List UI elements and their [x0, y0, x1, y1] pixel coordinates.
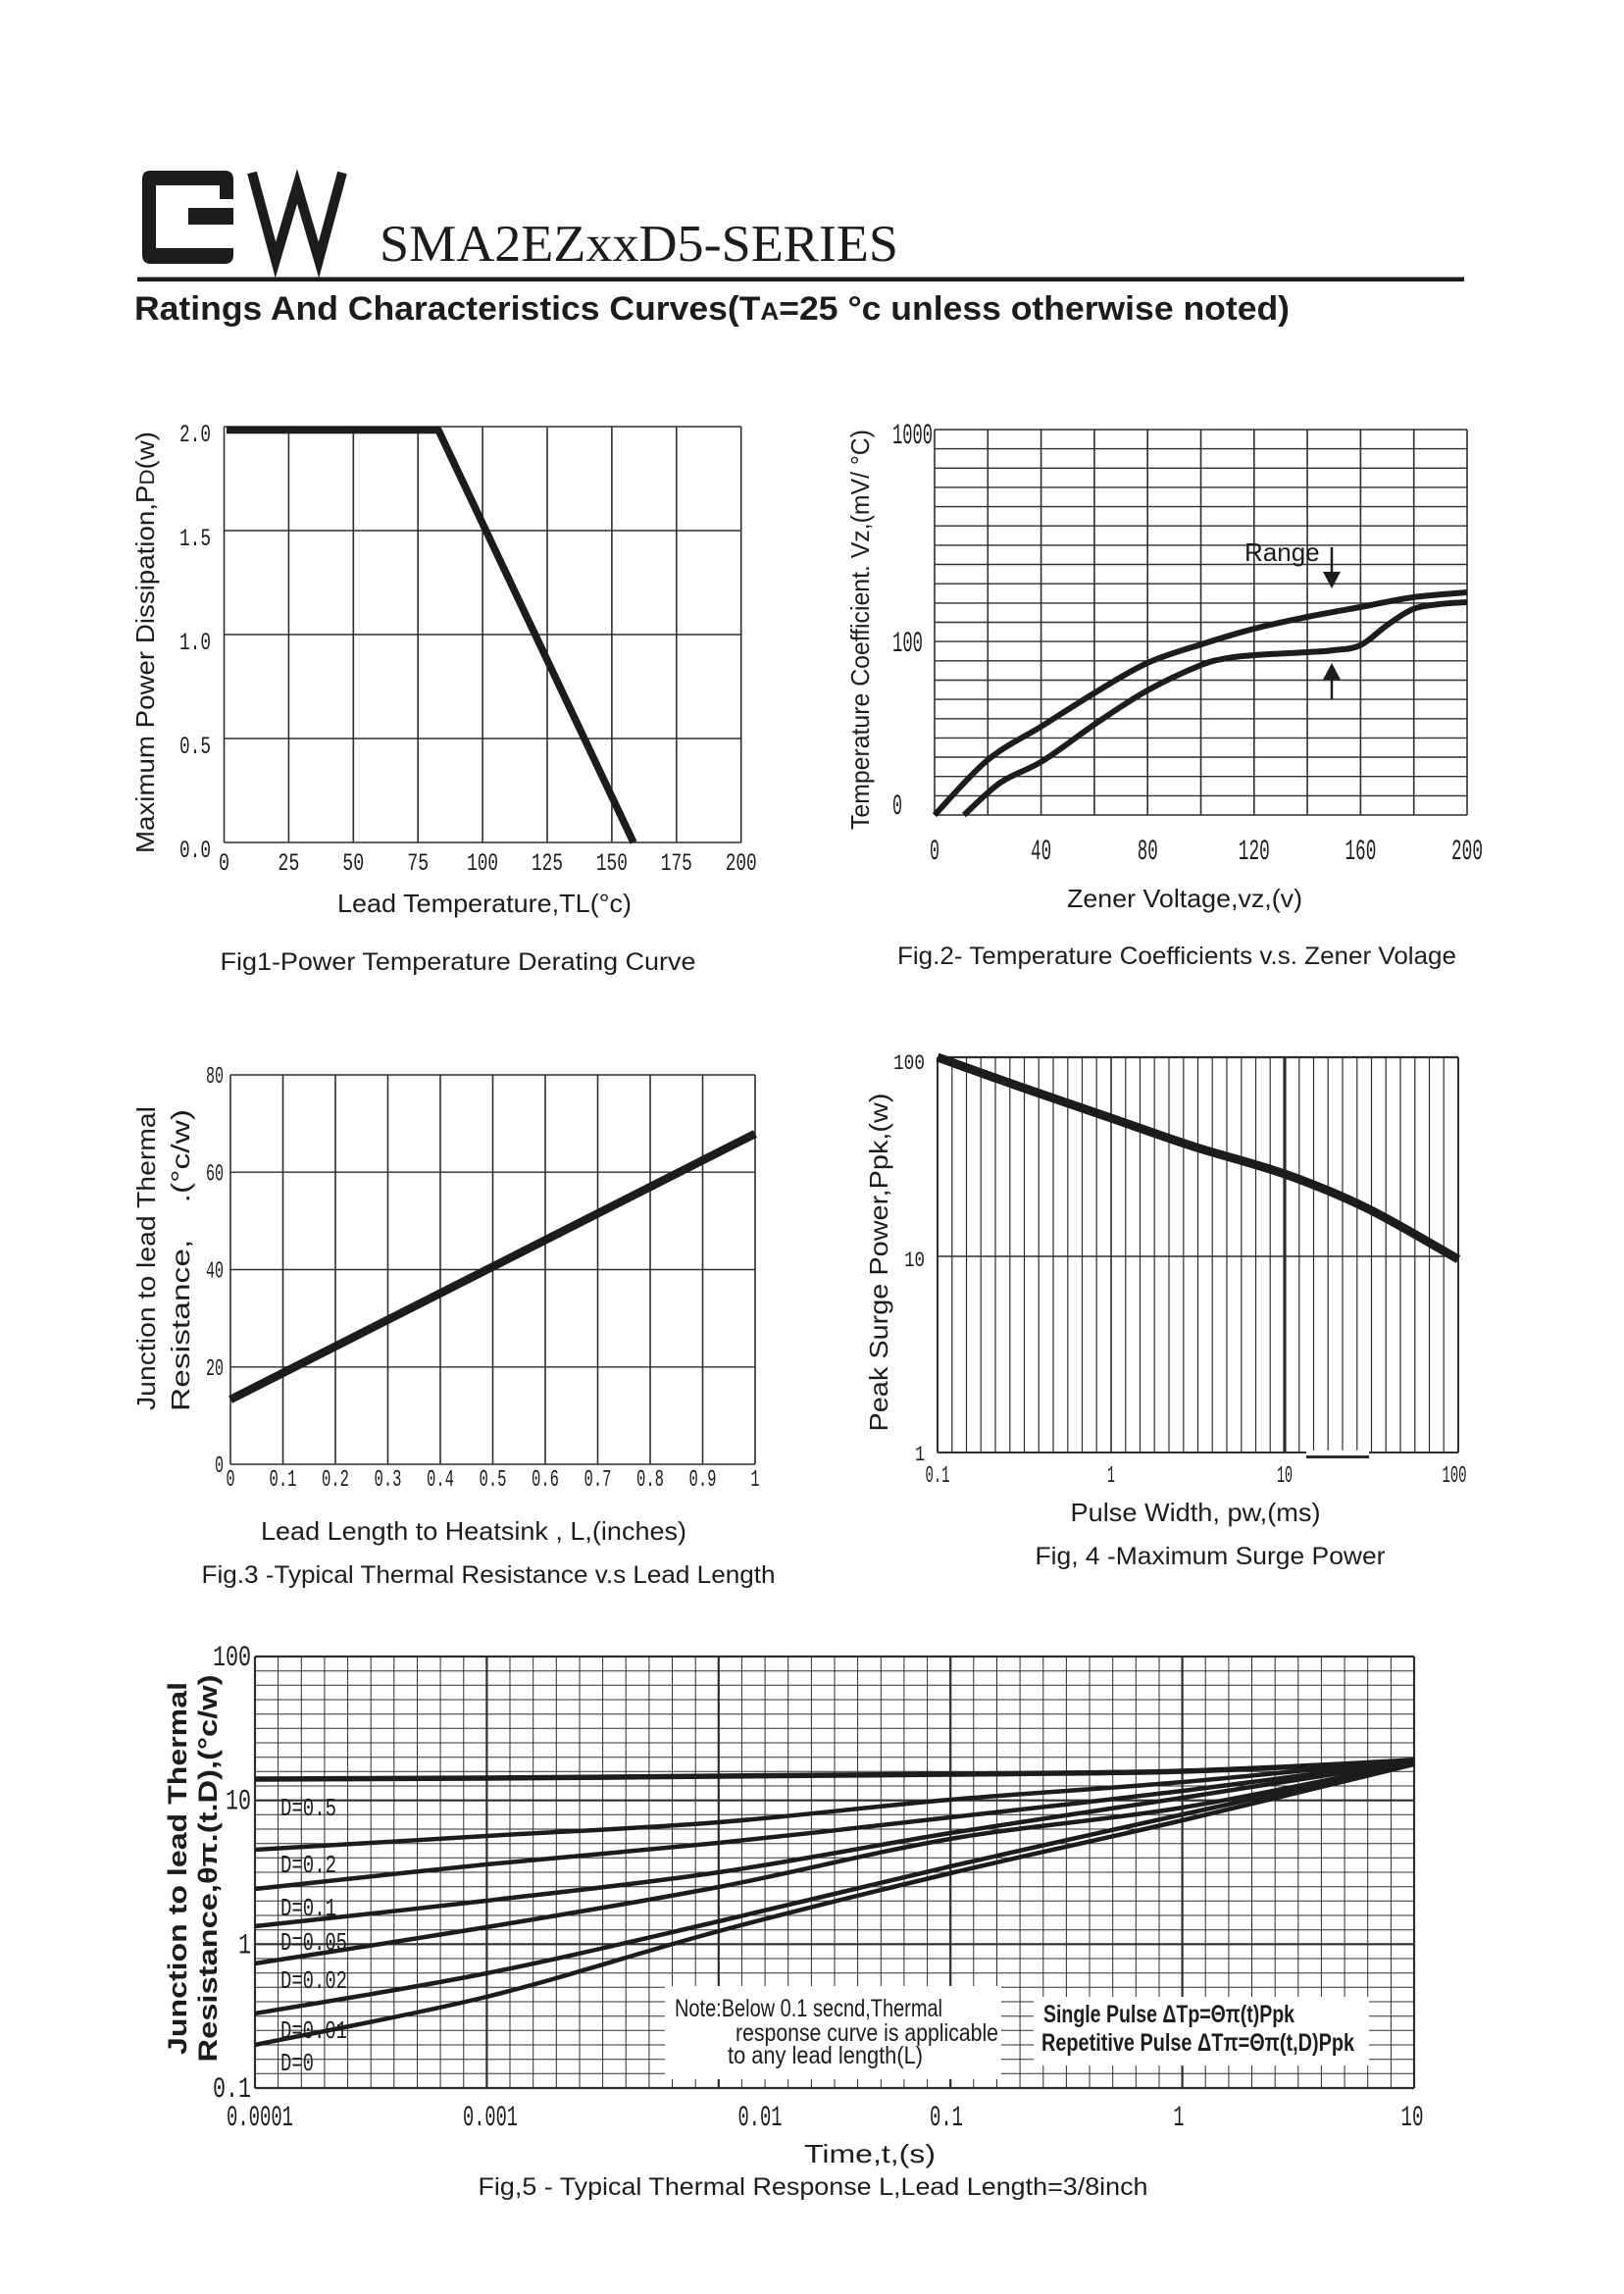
svg-text:50: 50	[342, 849, 364, 878]
svg-text:Maximum Power Dissipation,PD(w: Maximum Power Dissipation,PD(w)	[130, 432, 160, 853]
svg-text:0.5: 0.5	[480, 1467, 507, 1494]
svg-text:Temperature Coefficient. Vz,(: Temperature Coefficient. Vz,(mV/ °C)	[845, 430, 875, 830]
svg-text:100: 100	[1443, 1463, 1467, 1490]
svg-text:200: 200	[1451, 836, 1483, 869]
svg-text:Fig.2- Temperature Coefficient: Fig.2- Temperature Coefficients v.s. Zen…	[897, 943, 1456, 970]
svg-text:0.1: 0.1	[213, 2073, 251, 2107]
svg-text:D=0.5: D=0.5	[280, 1794, 336, 1823]
svg-text:1.0: 1.0	[179, 629, 211, 657]
svg-text:1.5: 1.5	[179, 525, 211, 553]
svg-text:1: 1	[915, 1443, 925, 1467]
svg-text:0: 0	[219, 849, 229, 878]
svg-text:Resistance, .(°c/w): Resistance, .(°c/w)	[166, 1109, 195, 1411]
svg-text:100: 100	[467, 849, 498, 878]
svg-text:75: 75	[407, 849, 429, 878]
svg-text:D=0.1: D=0.1	[280, 1894, 336, 1923]
svg-text:Junction to lead Thermal: Junction to lead Thermal	[163, 1682, 192, 2055]
svg-text:0.5: 0.5	[179, 733, 211, 761]
svg-text:1: 1	[1174, 2102, 1185, 2135]
svg-text:0.4: 0.4	[427, 1467, 454, 1494]
svg-text:200: 200	[726, 849, 757, 878]
svg-text:25: 25	[278, 849, 299, 878]
svg-text:80: 80	[206, 1064, 224, 1091]
svg-text:SMA2EZxxD5-SERIES: SMA2EZxxD5-SERIES	[380, 216, 898, 273]
svg-text:40: 40	[1031, 836, 1051, 869]
svg-text:60: 60	[206, 1161, 224, 1188]
svg-text:100: 100	[893, 1051, 925, 1076]
svg-text:2.0: 2.0	[179, 421, 211, 449]
svg-text:0.0001: 0.0001	[227, 2102, 293, 2135]
svg-text:Range: Range	[1244, 537, 1320, 567]
svg-text:1000: 1000	[892, 420, 933, 453]
svg-text:150: 150	[596, 849, 628, 878]
svg-text:0: 0	[215, 1453, 224, 1480]
svg-text:Single Pulse ΔTp=Θπ(t)Ppk: Single Pulse ΔTp=Θπ(t)Ppk	[1043, 2001, 1294, 2028]
svg-text:Resistance,θπ.(t.D),(°c/w): Resistance,θπ.(t.D),(°c/w)	[193, 1675, 223, 2063]
svg-text:0.3: 0.3	[375, 1467, 402, 1494]
svg-text:0: 0	[227, 1467, 235, 1494]
svg-text:40: 40	[206, 1259, 224, 1286]
svg-text:0.8: 0.8	[636, 1467, 664, 1494]
svg-text:1: 1	[238, 1929, 251, 1963]
svg-text:10: 10	[1277, 1463, 1293, 1490]
svg-text:160: 160	[1345, 836, 1376, 869]
svg-text:Fig, 4 -Maximum Surge Power: Fig, 4 -Maximum Surge Power	[1036, 1543, 1386, 1570]
svg-text:10: 10	[1401, 2102, 1424, 2135]
svg-text:D=0.05: D=0.05	[280, 1928, 347, 1958]
svg-text:20: 20	[206, 1356, 224, 1383]
svg-text:100: 100	[213, 1642, 251, 1675]
svg-text:D=0.2: D=0.2	[280, 1851, 336, 1880]
svg-text:175: 175	[661, 849, 692, 878]
svg-text:Time,t,(s): Time,t,(s)	[804, 2139, 936, 2168]
svg-text:to any lead length(L): to any lead length(L)	[728, 2042, 923, 2069]
svg-text:120: 120	[1239, 836, 1270, 869]
svg-text:D=0: D=0	[280, 2049, 314, 2078]
svg-text:0.1: 0.1	[926, 1463, 950, 1490]
svg-text:response curve is applicable: response curve is applicable	[736, 2019, 998, 2047]
svg-text:1: 1	[751, 1467, 760, 1494]
svg-text:Note:Below 0.1 secnd,Thermal: Note:Below 0.1 secnd,Thermal	[675, 1995, 942, 2022]
svg-text:125: 125	[532, 849, 563, 878]
svg-text:Junction to lead Thermal: Junction to lead Thermal	[131, 1106, 161, 1410]
svg-text:D=0.02: D=0.02	[280, 1966, 347, 1996]
svg-text:0: 0	[930, 836, 939, 869]
svg-text:Fig.3 -Typical Thermal Resista: Fig.3 -Typical Thermal Resistance v.s Le…	[202, 1561, 776, 1589]
svg-text:Repetitive Pulse ΔTπ=Θπ(t,D)Pp: Repetitive Pulse ΔTπ=Θπ(t,D)Ppk	[1041, 2029, 1354, 2057]
svg-text:0.0: 0.0	[179, 837, 211, 865]
svg-text:Pulse Width, pw,(ms): Pulse Width, pw,(ms)	[1071, 1498, 1321, 1527]
svg-text:10: 10	[904, 1249, 925, 1273]
svg-text:100: 100	[892, 628, 923, 661]
svg-text:10: 10	[226, 1786, 251, 1819]
svg-text:0.2: 0.2	[322, 1467, 349, 1494]
svg-text:80: 80	[1138, 836, 1158, 869]
svg-text:D=0.01: D=0.01	[280, 2016, 347, 2046]
svg-text:Fig,5 - Typical Thermal Respon: Fig,5 - Typical Thermal Response L,Lead …	[479, 2173, 1148, 2201]
svg-text:0.01: 0.01	[738, 2102, 783, 2135]
svg-text:1: 1	[1107, 1463, 1115, 1490]
svg-text:Peak Surge Power,Ppk,(w): Peak Surge Power,Ppk,(w)	[864, 1094, 893, 1432]
svg-text:0.6: 0.6	[532, 1467, 559, 1494]
svg-text:Lead Temperature,TL(°c): Lead Temperature,TL(°c)	[337, 889, 632, 918]
svg-text:0.1: 0.1	[270, 1467, 297, 1494]
svg-text:0.9: 0.9	[689, 1467, 717, 1494]
svg-text:Ratings And Characteristics Cu: Ratings And Characteristics Curves(T A=25…	[134, 290, 1290, 328]
svg-text:0: 0	[892, 790, 902, 824]
svg-text:0.1: 0.1	[930, 2102, 963, 2135]
svg-text:Zener Voltage,vz,(v): Zener Voltage,vz,(v)	[1067, 884, 1302, 913]
svg-text:0.7: 0.7	[584, 1467, 612, 1494]
svg-text:0.001: 0.001	[463, 2102, 518, 2135]
svg-text:Fig1-Power Temperature Deratin: Fig1-Power Temperature Derating Curve	[221, 948, 696, 976]
svg-text:Lead Length to Heatsink , L,(i: Lead Length to Heatsink , L,(inches)	[261, 1516, 686, 1546]
